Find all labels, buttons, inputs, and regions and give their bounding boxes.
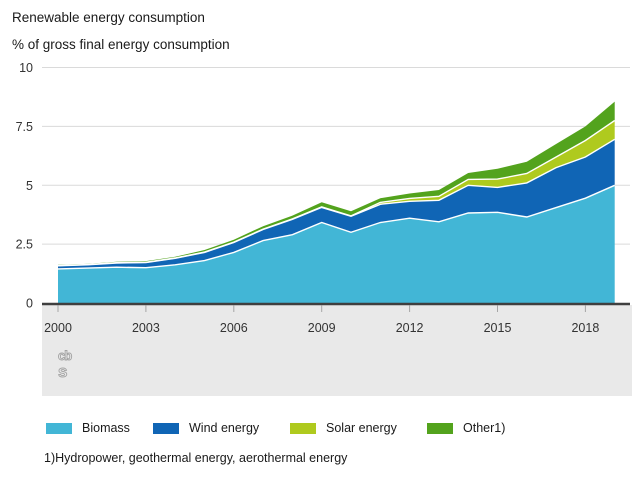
x-axis-band bbox=[42, 305, 632, 396]
legend-swatch bbox=[46, 422, 72, 434]
y-tick-label: 10 bbox=[19, 61, 33, 75]
x-tick-label: 2012 bbox=[396, 321, 424, 335]
legend-swatch bbox=[427, 422, 453, 434]
cbs-logo-bottom-text: s bbox=[58, 362, 67, 381]
chart-footnote: 1)Hydropower, geothermal energy, aerothe… bbox=[44, 451, 348, 465]
chart-canvas: 2000 2003 2006 2009 2012 2015 2018 0 2.5 5 7.5 10 bbox=[16, 61, 632, 396]
stacked-area-chart: 2000 2003 2006 2009 2012 2015 2018 0 2.5 5 7.5 10 c… bbox=[0, 58, 640, 403]
x-tick-label: 2015 bbox=[484, 321, 512, 335]
legend-item: Wind energy bbox=[153, 421, 290, 435]
legend-label: Biomass bbox=[82, 421, 130, 435]
cbs-logo-icon: cb s bbox=[58, 348, 74, 382]
y-tick-label: 7.5 bbox=[16, 120, 33, 134]
x-tick-label: 2009 bbox=[308, 321, 336, 335]
y-tick-label: 0 bbox=[26, 297, 33, 311]
cbs-logo-top-text: cb bbox=[58, 348, 72, 363]
page-title: Renewable energy consumption bbox=[12, 10, 205, 25]
legend-item: Solar energy bbox=[290, 421, 427, 435]
layer-separator bbox=[57, 184, 615, 270]
x-tick-label: 2000 bbox=[44, 321, 72, 335]
y-tick-label: 2.5 bbox=[16, 238, 33, 252]
x-tick-label: 2006 bbox=[220, 321, 248, 335]
area-wind-energy bbox=[58, 139, 615, 269]
legend-label: Wind energy bbox=[189, 421, 260, 435]
legend-swatch bbox=[153, 422, 179, 434]
area-biomass bbox=[58, 185, 615, 303]
legend-label: Solar energy bbox=[326, 421, 397, 435]
y-tick-label: 5 bbox=[26, 179, 33, 193]
page-subtitle: % of gross final energy consumption bbox=[12, 37, 230, 52]
layer-separator bbox=[57, 119, 616, 267]
legend-label: Other1) bbox=[463, 421, 506, 435]
legend-swatch bbox=[290, 422, 316, 434]
legend-item: Other1) bbox=[427, 421, 564, 435]
legend: Biomass Wind energy Solar energy Other1) bbox=[46, 421, 564, 435]
legend-item: Biomass bbox=[46, 421, 153, 435]
x-tick-label: 2018 bbox=[571, 321, 599, 335]
x-tick-label: 2003 bbox=[132, 321, 160, 335]
